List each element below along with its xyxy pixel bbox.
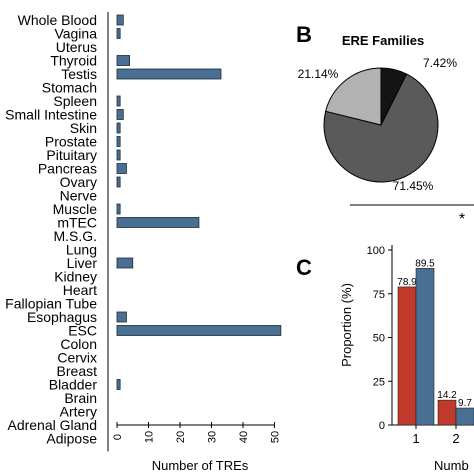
bar-group-2-series-2 — [455, 407, 474, 426]
panel-c-proportion-bar-chart: 0 25 50 75 100 78.9 89.5 1 14.29.7 2 — [367, 245, 474, 446]
y-tick-label: ESC — [68, 323, 97, 339]
y-tick-label: Adipose — [46, 431, 97, 447]
bar-pancreas — [116, 163, 127, 174]
bar-pituitary — [116, 149, 121, 161]
y-tick-label: Spleen — [53, 93, 97, 109]
y-tick-label: Lung — [66, 242, 97, 258]
y-tick-label: Breast — [57, 363, 98, 379]
bar-esophagus — [116, 311, 127, 323]
x-tick-label: 10 — [144, 431, 156, 443]
bar-skin — [116, 122, 121, 134]
y-tick-label: Bladder — [49, 377, 98, 393]
bar-data-label: 9.7 — [458, 398, 472, 409]
panel-b-letter: B — [296, 22, 312, 47]
bar-vagina — [116, 28, 121, 39]
x-tick-label: 2 — [452, 431, 459, 446]
y-tick-label: Heart — [63, 282, 97, 298]
y-tick-label: Adrenal Gland — [7, 417, 97, 433]
y-tick-label: Pancreas — [38, 161, 97, 177]
y-tick-label: Thyroid — [50, 53, 97, 69]
bar-prostate — [116, 136, 121, 147]
y-tick-label: Nerve — [60, 188, 98, 204]
y-tick-label: Ovary — [60, 174, 97, 190]
bar-ovary — [116, 176, 121, 188]
x-tick-label: 50 — [270, 431, 282, 443]
bar-whole-blood — [116, 14, 124, 26]
panel-c-y-axis-title: Proportion (%) — [339, 283, 354, 367]
bar-data-label: 14.2 — [437, 390, 457, 401]
bar-testis — [116, 68, 222, 80]
bar-data-label: 89.5 — [415, 258, 435, 269]
bar-group-1-series-1 — [397, 286, 417, 426]
x-tick-label: 0 — [112, 434, 124, 440]
bar-group-1-series-2 — [415, 268, 435, 426]
panel-a-tissue-bar-chart: Whole BloodVaginaUterusThyroidTestisStom… — [5, 12, 282, 452]
y-tick-label: Esophagus — [27, 309, 97, 325]
panel-c-x-axis-title: Numb — [434, 458, 469, 473]
pie-chart-title: ERE Families — [342, 33, 424, 48]
bar-esc — [116, 325, 282, 336]
pie-slice — [323, 73, 439, 183]
y-tick-label: Skin — [70, 120, 97, 136]
y-tick-label: 50 — [373, 333, 385, 345]
y-tick-label: Stomach — [42, 80, 97, 96]
x-tick-label: 20 — [175, 431, 187, 443]
bar-liver — [116, 257, 134, 269]
y-tick-label: 100 — [367, 245, 385, 257]
y-tick-label: Vagina — [54, 26, 97, 42]
y-tick-label: Liver — [67, 255, 98, 271]
y-tick-label: 0 — [379, 420, 385, 432]
bar-spleen — [116, 95, 121, 107]
bar-data-label: 78.9 — [397, 277, 417, 288]
y-tick-label: Fallopian Tube — [5, 296, 97, 312]
bar-small-intestine — [116, 109, 124, 120]
y-tick-label: 75 — [373, 289, 385, 301]
pie-slice-label: 71.45% — [393, 179, 434, 193]
y-tick-label: M.S.G. — [53, 228, 97, 244]
pie-slice-label: 7.42% — [423, 56, 457, 70]
panel-b-pie-chart: 7.42% 71.45% 21.14% — [298, 56, 458, 193]
panel-a-x-axis-title: Number of TREs — [152, 458, 249, 473]
y-tick-label: Cervix — [57, 350, 97, 366]
y-tick-label: Muscle — [53, 201, 98, 217]
y-tick-label: Small Intestine — [5, 107, 97, 123]
y-tick-label: Brain — [64, 390, 97, 406]
significance-star: * — [459, 211, 465, 228]
panel-c-letter: C — [296, 255, 312, 280]
y-tick-label: Colon — [60, 336, 97, 352]
bar-mtec — [116, 217, 200, 228]
bar-thyroid — [116, 55, 131, 66]
x-tick-label: 30 — [207, 431, 219, 443]
y-tick-label: Uterus — [56, 39, 97, 55]
y-tick-label: Whole Blood — [18, 12, 97, 28]
y-tick-label: mTEC — [57, 215, 97, 231]
y-tick-label: Prostate — [45, 134, 97, 150]
y-tick-label: Pituitary — [46, 147, 97, 163]
bar-group-2-series-1 — [437, 399, 457, 426]
x-tick-label: 1 — [412, 431, 419, 446]
bar-muscle — [116, 203, 121, 215]
y-tick-label: Testis — [61, 66, 97, 82]
pie-slice — [325, 67, 382, 126]
y-tick-label: Artery — [60, 404, 97, 420]
pie-slice-label: 21.14% — [298, 67, 339, 81]
y-tick-label: Kidney — [54, 269, 97, 285]
bar-bladder — [116, 379, 121, 390]
y-tick-label: 25 — [373, 376, 385, 388]
x-tick-label: 40 — [238, 431, 250, 443]
